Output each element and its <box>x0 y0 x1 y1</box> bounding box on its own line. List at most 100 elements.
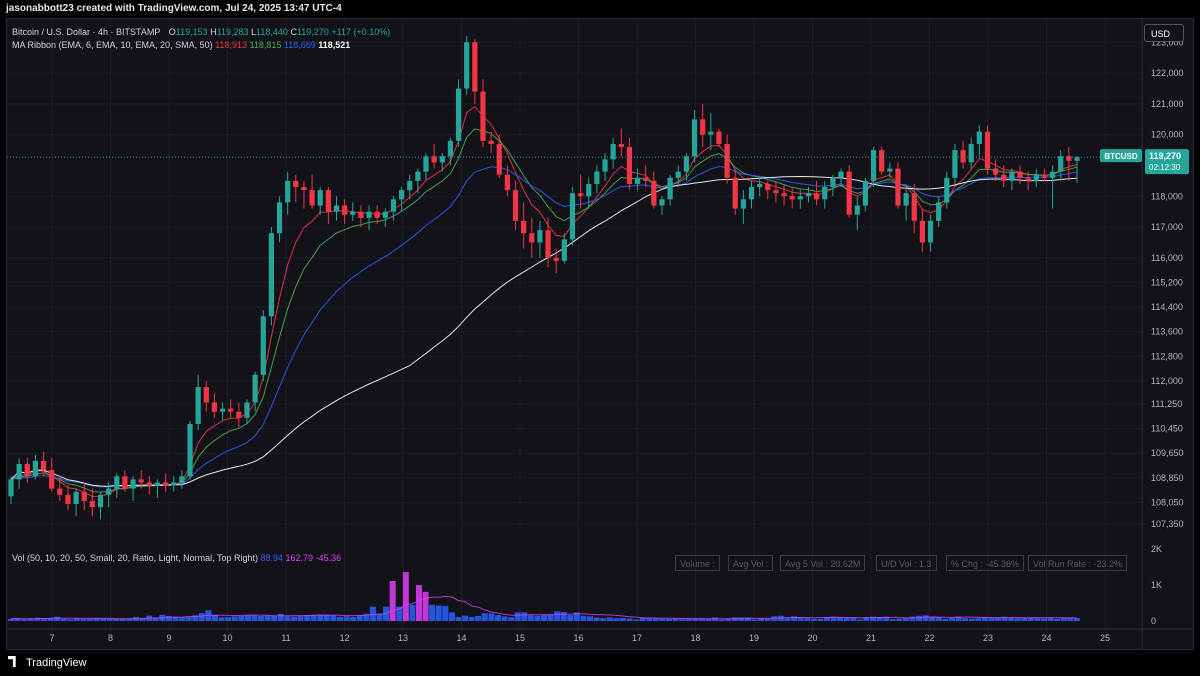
volume-bar <box>870 616 877 621</box>
candle-down <box>374 211 380 218</box>
volume-bar <box>21 619 28 621</box>
volume-bar <box>435 605 442 621</box>
candle-down <box>700 119 706 135</box>
close-label: C <box>290 27 297 37</box>
candle-down <box>724 143 730 178</box>
volume-bar <box>448 612 455 621</box>
volume-bar <box>554 611 561 621</box>
candle-down <box>472 42 478 92</box>
volume-bar <box>606 617 613 621</box>
volume-bar <box>995 617 1002 621</box>
volume-bar <box>356 614 363 621</box>
volume-bar <box>290 616 297 621</box>
candle-down <box>49 470 55 489</box>
volume-bar <box>672 618 679 621</box>
candle-down <box>781 193 787 197</box>
volume-bar <box>600 618 607 621</box>
volume-bar <box>60 618 67 621</box>
volume-bar <box>475 615 482 621</box>
candle-up <box>390 199 397 212</box>
candle-up <box>366 211 372 218</box>
volume-bar <box>771 616 778 621</box>
candle-up <box>838 171 844 178</box>
chart-panel[interactable]: 123,000 122,000 121,000 120,000 118,000 117,0… <box>6 18 1194 650</box>
x-tick-label: 9 <box>166 633 171 643</box>
volume-bar <box>468 617 475 621</box>
x-tick-label: 21 <box>866 633 876 643</box>
candle-down <box>228 408 234 412</box>
candle-up <box>439 156 445 163</box>
volume-bar <box>198 613 205 621</box>
candle-up <box>8 479 14 497</box>
currency-button[interactable]: USD <box>1144 24 1184 42</box>
volume-bar <box>817 618 824 621</box>
volume-bar <box>942 618 949 621</box>
candle-down <box>81 491 87 501</box>
candle-up <box>944 177 950 203</box>
candle-up <box>537 230 543 243</box>
candle-down <box>122 476 128 489</box>
y-tick-label: 108,850 <box>1151 473 1184 483</box>
volume-stat: Volume : <box>675 555 721 571</box>
candle-up <box>936 202 942 221</box>
volume-bar <box>133 617 140 621</box>
candle-up <box>285 180 291 203</box>
volume-value-1: 88.94 <box>260 553 284 563</box>
tradingview-logo-icon <box>8 656 16 667</box>
volume-bar <box>251 615 258 621</box>
volume-bar <box>731 617 738 621</box>
volume-bar <box>804 618 811 621</box>
caption-bar: jasonabbott23 created with TradingView.c… <box>0 0 1200 18</box>
volume-bar <box>560 612 567 621</box>
ma3-value: 118,669 <box>283 40 316 50</box>
volume-tick-label: 1K <box>1151 580 1162 590</box>
candle-up <box>317 190 323 206</box>
volume-bar <box>462 615 469 621</box>
candle-down <box>309 190 315 206</box>
candle-up <box>822 187 828 200</box>
volume-bar <box>718 619 725 621</box>
volume-bar <box>225 617 232 621</box>
volume-bar <box>14 618 21 621</box>
volume-bar <box>856 619 863 621</box>
volume-bar <box>244 615 251 621</box>
candle-down <box>521 220 527 234</box>
candle-up <box>398 190 405 200</box>
change-value: +117 (+0.10%) <box>331 27 391 37</box>
candle-up <box>594 171 600 184</box>
candle-down <box>358 211 364 218</box>
volume-bar <box>830 616 837 621</box>
candle-up <box>130 479 136 489</box>
volume-bar <box>1034 618 1041 621</box>
volume-bar <box>547 614 554 621</box>
candle-up <box>32 460 39 477</box>
volume-bar <box>1047 617 1054 621</box>
volume-bar <box>593 617 600 621</box>
candle-up <box>586 183 592 197</box>
volume-stat: Vol Run Rate : -23.2% <box>1028 555 1128 571</box>
candle-down <box>1001 174 1007 181</box>
candle-up <box>862 180 869 206</box>
volume-stat: U/D Vol : 1.3 <box>876 555 937 571</box>
candle-up <box>154 482 161 486</box>
tradingview-logo: TradingView <box>8 656 87 669</box>
x-tick-label: 23 <box>983 633 993 643</box>
volume-bar <box>725 618 732 621</box>
x-tick-label: 25 <box>1100 633 1110 643</box>
volume-bar <box>179 617 186 621</box>
candle-down <box>236 411 242 418</box>
volume-bar <box>1001 616 1008 621</box>
candle-up <box>610 143 616 160</box>
candle-down <box>919 220 925 243</box>
volume-bar <box>955 616 962 621</box>
volume-bar <box>850 617 857 621</box>
volume-bar <box>80 619 87 621</box>
candle-down <box>89 500 95 508</box>
candle-down <box>773 190 779 194</box>
x-tick-label: 14 <box>456 633 466 643</box>
volume-bar <box>310 614 317 621</box>
price-chart[interactable]: 123,000 122,000 121,000 120,000 118,000 117,0… <box>7 19 1193 649</box>
volume-bar <box>231 616 238 621</box>
volume-bar <box>323 614 330 621</box>
